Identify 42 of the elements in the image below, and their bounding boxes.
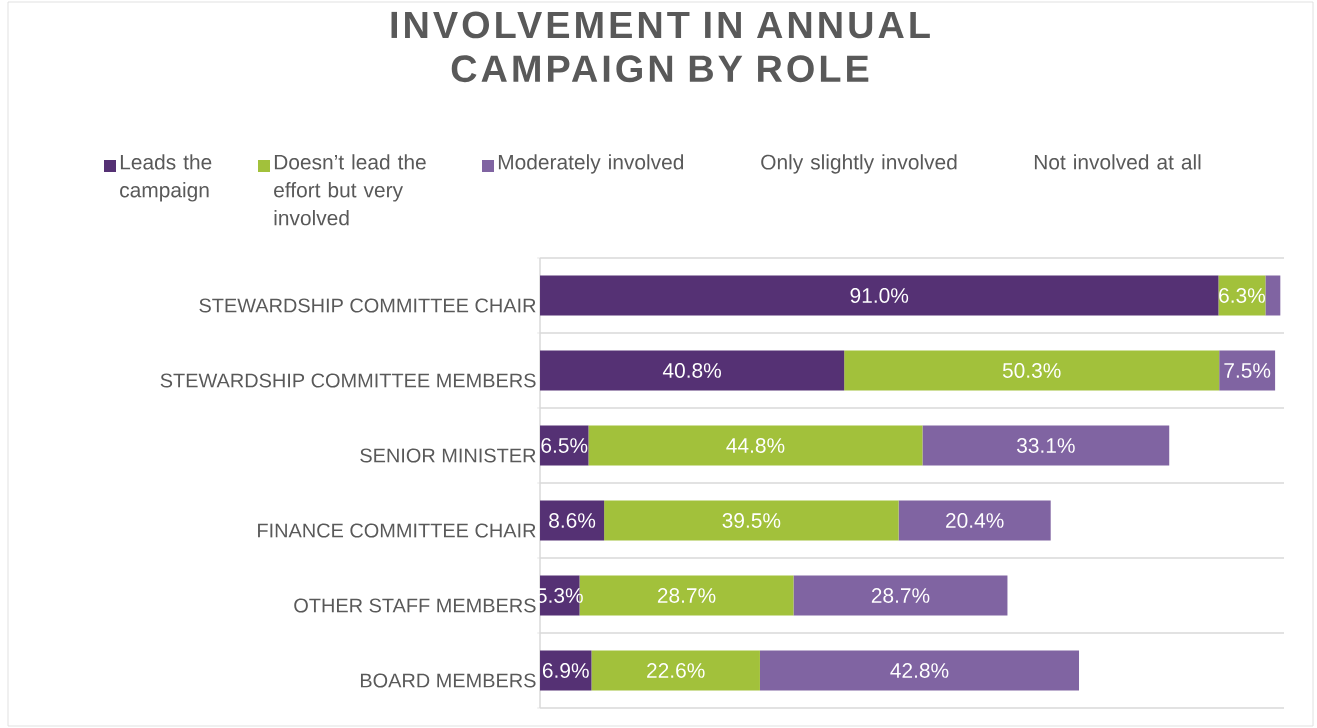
data-label: 91.0% xyxy=(850,288,909,303)
text: Not involved at all xyxy=(1034,154,1201,170)
bar xyxy=(1219,350,1276,391)
data-label: 6.9% xyxy=(542,663,589,678)
bar xyxy=(588,425,923,466)
bar xyxy=(604,500,899,541)
bar xyxy=(759,650,1080,691)
data-label: 8.6% xyxy=(549,513,596,528)
y-tick-label: STEWARDSHIP COMMITTEE MEMBERS xyxy=(160,373,536,388)
bar xyxy=(540,350,845,391)
y-tick-label: FINANCE COMMITTEE CHAIR xyxy=(258,523,536,538)
data-label: 44.8% xyxy=(726,438,785,453)
y-tick-label: BOARD MEMBERS xyxy=(360,673,536,688)
bar xyxy=(540,425,589,466)
data-label: 6.5% xyxy=(541,438,588,453)
data-label: 22.6% xyxy=(647,663,705,678)
y-tick-label: OTHER STAFF MEMBERS xyxy=(294,598,536,613)
legend-label: Moderately involved xyxy=(498,154,684,174)
bar xyxy=(898,500,1051,541)
data-label: 42.8% xyxy=(890,663,949,678)
legend-label: Doesn’t lead the effort but very involved xyxy=(274,154,426,226)
y-tick-label: STEWARDSHIP COMMITTEE CHAIR xyxy=(199,298,536,313)
text: Only slightly involved xyxy=(761,154,957,174)
data-label: 39.5% xyxy=(722,513,781,528)
bar xyxy=(844,350,1220,391)
bar xyxy=(793,575,1008,616)
legend-label: Leads the campaign xyxy=(120,154,212,202)
bar xyxy=(922,425,1170,466)
bar xyxy=(540,275,1219,316)
data-label: 40.8% xyxy=(662,363,722,378)
bar xyxy=(591,650,760,691)
y-tick-label: SENIOR MINISTER xyxy=(360,448,536,463)
data-label: 7.5% xyxy=(1224,363,1271,378)
data-label: 20.4% xyxy=(946,513,1004,528)
data-label: 28.7% xyxy=(657,588,716,603)
data-label: 28.7% xyxy=(871,588,930,603)
data-label: 50.3% xyxy=(1002,363,1061,378)
data-label: 33.1% xyxy=(1016,438,1075,453)
bar xyxy=(540,500,605,541)
bar xyxy=(1265,275,1281,316)
data-label: 6.3% xyxy=(1219,288,1266,303)
chart-title: INVOLVEMENT IN ANNUAL CAMPAIGN BY ROLE xyxy=(391,11,930,83)
